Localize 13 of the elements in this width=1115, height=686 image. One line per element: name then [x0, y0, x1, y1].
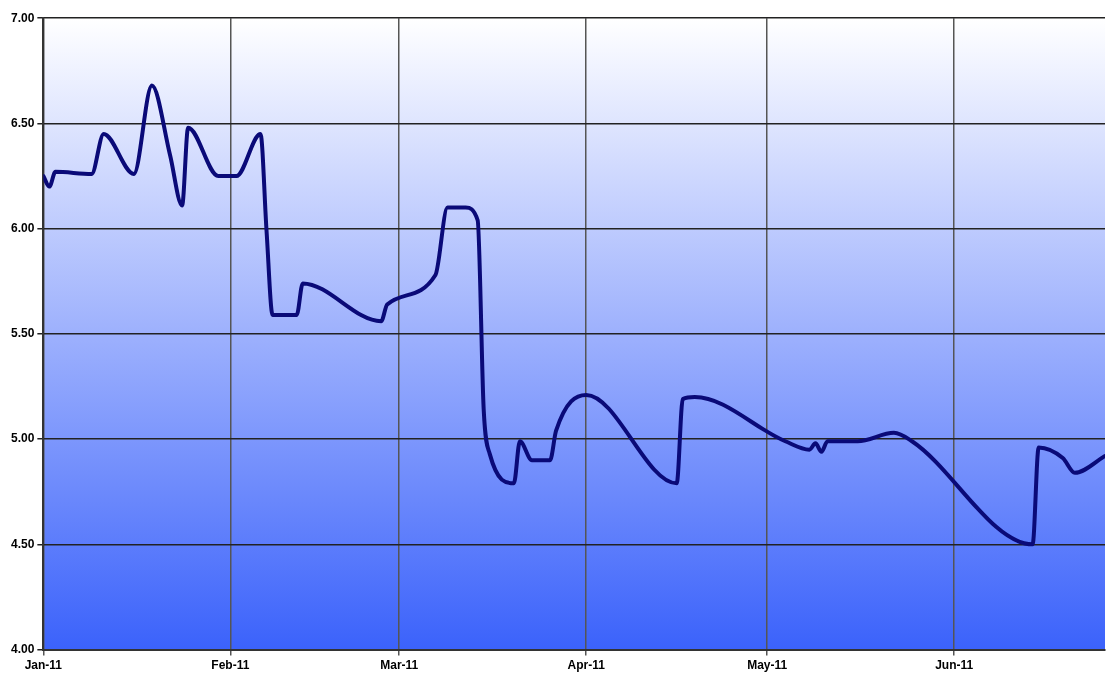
x-tick-label: Jan-11 — [24, 658, 63, 673]
y-tick-label: 6.00 — [11, 220, 35, 235]
y-tick-label: 5.50 — [11, 326, 35, 341]
x-tick-label: Apr-11 — [567, 658, 606, 673]
y-tick-label: 7.00 — [11, 10, 35, 25]
y-tick-label: 4.50 — [11, 536, 35, 551]
x-tick-label: Mar-11 — [380, 658, 419, 673]
y-tick-label: 5.00 — [11, 431, 35, 446]
x-tick-label: May-11 — [747, 658, 788, 673]
y-tick-label: 4.00 — [11, 641, 35, 656]
x-tick-label: Jun-11 — [935, 658, 974, 673]
x-tick-label: Feb-11 — [211, 658, 250, 673]
y-tick-label: 6.50 — [11, 115, 35, 130]
